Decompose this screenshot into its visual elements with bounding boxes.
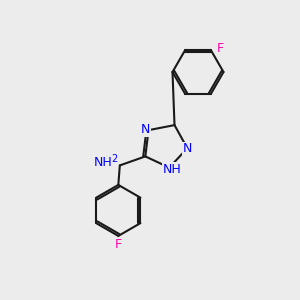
Text: 2: 2 bbox=[111, 154, 117, 164]
Text: F: F bbox=[115, 238, 122, 251]
Text: NH: NH bbox=[94, 156, 113, 169]
Text: F: F bbox=[217, 42, 224, 55]
Text: N: N bbox=[183, 142, 192, 155]
Text: NH: NH bbox=[163, 163, 182, 176]
Text: N: N bbox=[141, 123, 150, 136]
